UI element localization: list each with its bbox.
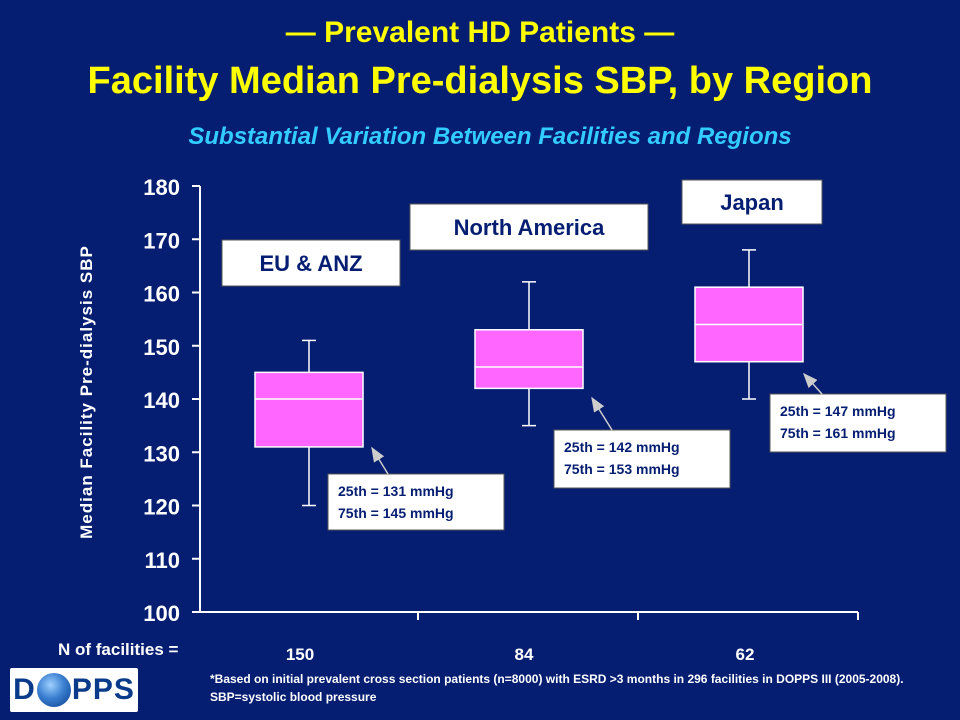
- quartile-annotation-box: [553, 429, 731, 489]
- y-tick-label: 160: [143, 282, 180, 307]
- region-label: Japan: [720, 190, 784, 215]
- box-iqr: [254, 371, 364, 448]
- y-tick-label: 150: [143, 335, 180, 360]
- region-label: EU & ANZ: [259, 251, 362, 276]
- q3-annotation: 75th = 153 mmHg: [564, 461, 680, 477]
- q1-annotation: 25th = 147 mmHg: [780, 403, 896, 419]
- y-tick-label: 110: [145, 548, 181, 573]
- y-tick-label: 170: [143, 228, 180, 253]
- n-facilities-label: N of facilities =: [58, 640, 179, 659]
- y-tick-label: 130: [143, 441, 180, 466]
- n-facilities-value: 62: [736, 645, 755, 664]
- slide-title-line1: — Prevalent HD Patients —: [285, 16, 675, 49]
- annotation-arrow: [802, 372, 823, 395]
- quartile-annotation-box: [769, 393, 947, 453]
- logo-text-left: D: [13, 673, 36, 706]
- y-tick-label: 140: [143, 388, 180, 413]
- globe-icon: [36, 673, 71, 707]
- logo-text-right: PPS: [71, 673, 135, 706]
- n-facilities-value: 150: [286, 645, 314, 664]
- y-tick-label: 180: [143, 175, 180, 200]
- region-label-box: [409, 203, 649, 251]
- annotation-arrow: [591, 396, 613, 431]
- box-iqr: [474, 329, 584, 390]
- q3-annotation: 75th = 145 mmHg: [338, 505, 454, 521]
- slide-subtitle: Substantial Variation Between Facilities…: [188, 123, 792, 150]
- quartile-annotation-box: [327, 473, 505, 531]
- y-tick-label: 100: [143, 601, 180, 626]
- region-label: North America: [454, 215, 606, 240]
- footnote: *Based on initial prevalent cross sectio…: [210, 672, 904, 704]
- region-label-box: [221, 239, 401, 287]
- q1-annotation: 25th = 131 mmHg: [338, 483, 454, 499]
- y-axis-title: Median Facility Pre-dialysis SBP: [77, 245, 96, 539]
- q1-annotation: 25th = 142 mmHg: [564, 439, 680, 455]
- dopps-logo: D PPS: [10, 668, 138, 712]
- annotation-arrow: [371, 446, 389, 475]
- slide-title: Facility Median Pre-dialysis SBP, by Reg…: [87, 60, 873, 102]
- q3-annotation: 75th = 161 mmHg: [780, 425, 896, 441]
- n-facilities-value: 84: [515, 645, 534, 664]
- y-tick-label: 120: [143, 495, 180, 520]
- region-label-box: [681, 179, 823, 225]
